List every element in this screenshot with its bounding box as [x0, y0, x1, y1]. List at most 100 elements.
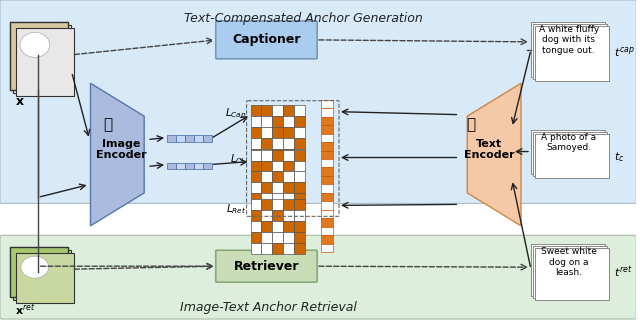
- FancyBboxPatch shape: [0, 235, 636, 319]
- Bar: [262, 137, 273, 148]
- Ellipse shape: [21, 256, 49, 278]
- Bar: [250, 105, 262, 116]
- Bar: [262, 148, 273, 159]
- Bar: [321, 193, 333, 201]
- Bar: [273, 149, 284, 160]
- FancyBboxPatch shape: [216, 21, 317, 59]
- Bar: [531, 244, 605, 296]
- Bar: [284, 243, 294, 254]
- Bar: [250, 148, 262, 159]
- Bar: [294, 232, 305, 243]
- FancyBboxPatch shape: [216, 250, 317, 282]
- Bar: [284, 194, 294, 204]
- Bar: [294, 116, 305, 127]
- Bar: [273, 172, 284, 183]
- Bar: [273, 105, 284, 116]
- Bar: [284, 127, 294, 137]
- Bar: [10, 22, 68, 90]
- Bar: [250, 137, 262, 148]
- Bar: [176, 135, 185, 142]
- Bar: [321, 159, 333, 167]
- Text: Text
Encoder: Text Encoder: [464, 139, 515, 160]
- Bar: [284, 149, 294, 160]
- Text: 🔥: 🔥: [103, 117, 112, 132]
- Bar: [284, 148, 294, 159]
- Bar: [321, 151, 333, 159]
- Bar: [273, 243, 284, 254]
- Text: $\mathbf{x}$: $\mathbf{x}$: [15, 95, 25, 108]
- Bar: [535, 134, 609, 178]
- Bar: [294, 194, 305, 204]
- Ellipse shape: [20, 33, 50, 57]
- Text: Text-Compensated Anchor Generation: Text-Compensated Anchor Generation: [184, 12, 422, 25]
- Bar: [273, 221, 284, 232]
- Text: Captioner: Captioner: [232, 33, 301, 46]
- Bar: [321, 108, 333, 117]
- Bar: [262, 232, 273, 243]
- Bar: [284, 172, 294, 183]
- Bar: [321, 235, 333, 244]
- Bar: [294, 149, 305, 160]
- Bar: [294, 183, 305, 194]
- Bar: [531, 130, 605, 175]
- Bar: [250, 116, 262, 127]
- Polygon shape: [467, 83, 521, 226]
- Bar: [294, 243, 305, 254]
- Bar: [321, 117, 333, 125]
- Text: $t^{ret}$: $t^{ret}$: [614, 264, 633, 280]
- Bar: [273, 183, 284, 194]
- Bar: [262, 199, 273, 210]
- Bar: [203, 163, 212, 169]
- Bar: [250, 183, 262, 194]
- Bar: [16, 253, 74, 303]
- Bar: [321, 244, 333, 252]
- Bar: [273, 210, 284, 221]
- Bar: [250, 199, 262, 210]
- FancyBboxPatch shape: [0, 0, 636, 204]
- Bar: [321, 167, 333, 176]
- Bar: [294, 105, 305, 116]
- Bar: [250, 160, 262, 172]
- Bar: [321, 125, 333, 134]
- Bar: [284, 137, 294, 148]
- Bar: [250, 210, 262, 221]
- Bar: [321, 134, 333, 142]
- Text: $\mathbf{x}^{ret}$: $\mathbf{x}^{ret}$: [15, 302, 35, 318]
- Bar: [533, 246, 607, 298]
- Text: $t^{cap}$: $t^{cap}$: [614, 45, 635, 59]
- Bar: [284, 221, 294, 232]
- Bar: [321, 185, 333, 193]
- Bar: [262, 160, 273, 172]
- Bar: [284, 105, 294, 116]
- Bar: [533, 24, 607, 79]
- Bar: [284, 199, 294, 210]
- Bar: [273, 160, 284, 172]
- Bar: [167, 163, 176, 169]
- Bar: [273, 137, 284, 148]
- Bar: [294, 160, 305, 172]
- Text: $L_{CL}$: $L_{CL}$: [230, 153, 246, 166]
- Text: Image-Text Anchor Retrieval: Image-Text Anchor Retrieval: [180, 301, 357, 314]
- Bar: [294, 137, 305, 148]
- Text: 🔥: 🔥: [467, 117, 476, 132]
- Bar: [13, 250, 70, 300]
- Text: $L_{Cap}$: $L_{Cap}$: [225, 107, 246, 121]
- Bar: [273, 199, 284, 210]
- Bar: [294, 148, 305, 159]
- Bar: [10, 247, 68, 297]
- Polygon shape: [90, 83, 144, 226]
- Bar: [194, 135, 203, 142]
- Bar: [262, 149, 273, 160]
- Bar: [533, 132, 607, 176]
- Bar: [16, 28, 74, 96]
- Bar: [284, 160, 294, 172]
- Bar: [250, 243, 262, 254]
- Bar: [294, 172, 305, 183]
- Bar: [10, 247, 68, 297]
- Bar: [250, 232, 262, 243]
- Text: A photo of a
Samoyed.: A photo of a Samoyed.: [541, 133, 596, 152]
- Bar: [284, 210, 294, 221]
- Bar: [321, 100, 333, 108]
- Bar: [321, 201, 333, 210]
- Bar: [176, 163, 185, 169]
